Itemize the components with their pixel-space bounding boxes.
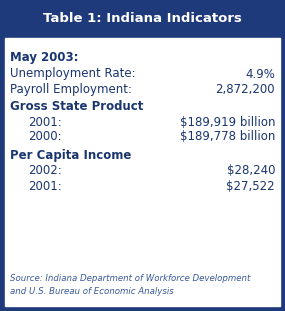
Text: Gross State Product: Gross State Product [10,100,143,114]
Text: 2000:: 2000: [28,131,62,143]
Text: $28,240: $28,240 [227,165,275,178]
Text: 2002:: 2002: [28,165,62,178]
Text: Per Capita Income: Per Capita Income [10,150,131,163]
Bar [0,0,285,38]
Text: 2001:: 2001: [28,179,62,193]
Text: $189,919 billion: $189,919 billion [180,115,275,128]
Text: Payroll Employment:: Payroll Employment: [10,82,132,95]
Text: 4.9%: 4.9% [245,67,275,81]
Text: 2001:: 2001: [28,115,62,128]
Text: 2,872,200: 2,872,200 [215,82,275,95]
Text: $189,778 billion: $189,778 billion [180,131,275,143]
Text: Table 1: Indiana Indicators: Table 1: Indiana Indicators [43,12,242,26]
Bar [5,38,280,306]
Text: Source: Indiana Department of Workforce Development
and U.S. Bureau of Economic : Source: Indiana Department of Workforce … [10,274,251,296]
Text: May 2003:: May 2003: [10,52,78,64]
Text: $27,522: $27,522 [226,179,275,193]
Text: Unemployment Rate:: Unemployment Rate: [10,67,136,81]
